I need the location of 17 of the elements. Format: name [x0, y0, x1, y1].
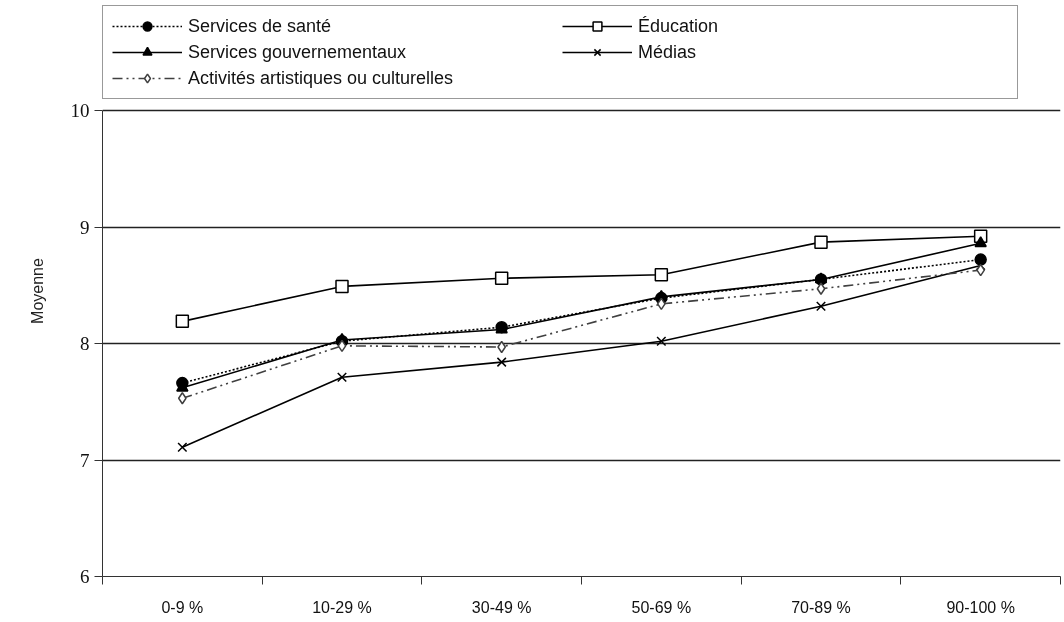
y-tick-label: 8: [80, 333, 90, 354]
y-axis-title: Moyenne: [28, 257, 46, 324]
x-tick-label: 70-89 %: [791, 598, 851, 616]
legend-label: Services gouvernementaux: [188, 41, 408, 63]
legend-label: Médias: [638, 41, 698, 63]
x-tick-label: 10-29 %: [312, 598, 372, 616]
y-tick-label: 7: [80, 449, 90, 471]
x-tick-label: 30-49 %: [471, 598, 532, 616]
x-tick-label: 50-69 %: [631, 598, 692, 616]
y-tick-label: 9: [80, 216, 90, 238]
legend-label: Services de santé: [188, 15, 333, 37]
legend-label: Activités artistiques ou culturelles: [188, 67, 455, 89]
y-tick-label: 6: [80, 566, 90, 587]
y-tick-label: 10: [70, 100, 90, 121]
x-tick-label: 0-9 %: [161, 598, 204, 616]
x-tick-label: 90-100 %: [946, 598, 1015, 616]
legend-label: Éducation: [638, 15, 720, 37]
